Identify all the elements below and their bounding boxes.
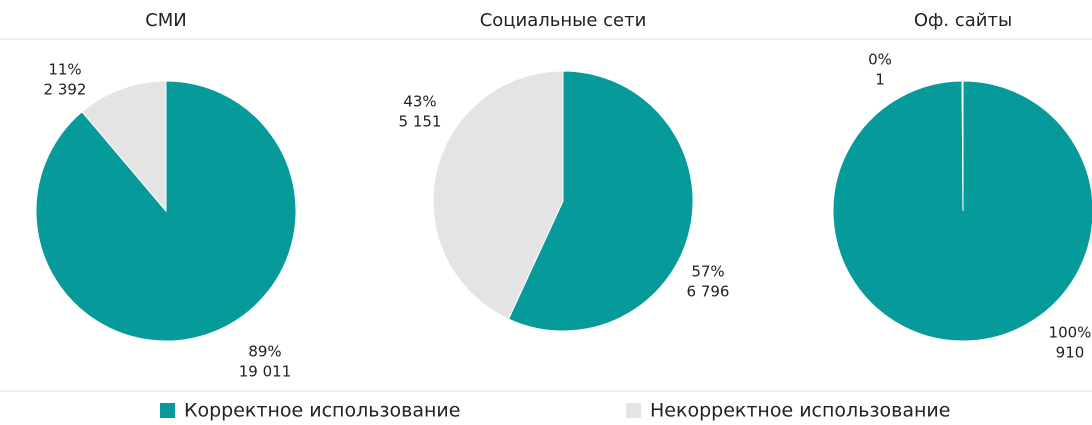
legend-swatch (626, 403, 641, 418)
chart-title: Социальные сети (480, 10, 647, 31)
pie-slice (961, 80, 964, 212)
percent-label: 57% (691, 263, 724, 281)
legend-label: Некорректное использование (650, 400, 950, 422)
pie-slice (507, 70, 694, 332)
pie-slice (81, 80, 167, 213)
percent-label: 100% (1049, 324, 1092, 342)
percent-label: 89% (248, 343, 281, 361)
value-label: 2 392 (44, 81, 87, 99)
percent-label: 0% (868, 51, 892, 69)
chart-title: СМИ (145, 10, 187, 31)
legend-swatch (160, 403, 175, 418)
value-label: 19 011 (239, 363, 292, 381)
legend-label: Корректное использование (184, 400, 460, 422)
percent-label: 43% (403, 93, 436, 111)
value-label: 1 (875, 71, 885, 89)
pie-slice (432, 70, 564, 320)
percent-label: 11% (48, 61, 81, 79)
value-label: 6 796 (687, 283, 730, 301)
value-label: 5 151 (399, 113, 442, 131)
value-label: 910 (1056, 344, 1085, 362)
chart-title: Оф. сайты (914, 10, 1012, 31)
